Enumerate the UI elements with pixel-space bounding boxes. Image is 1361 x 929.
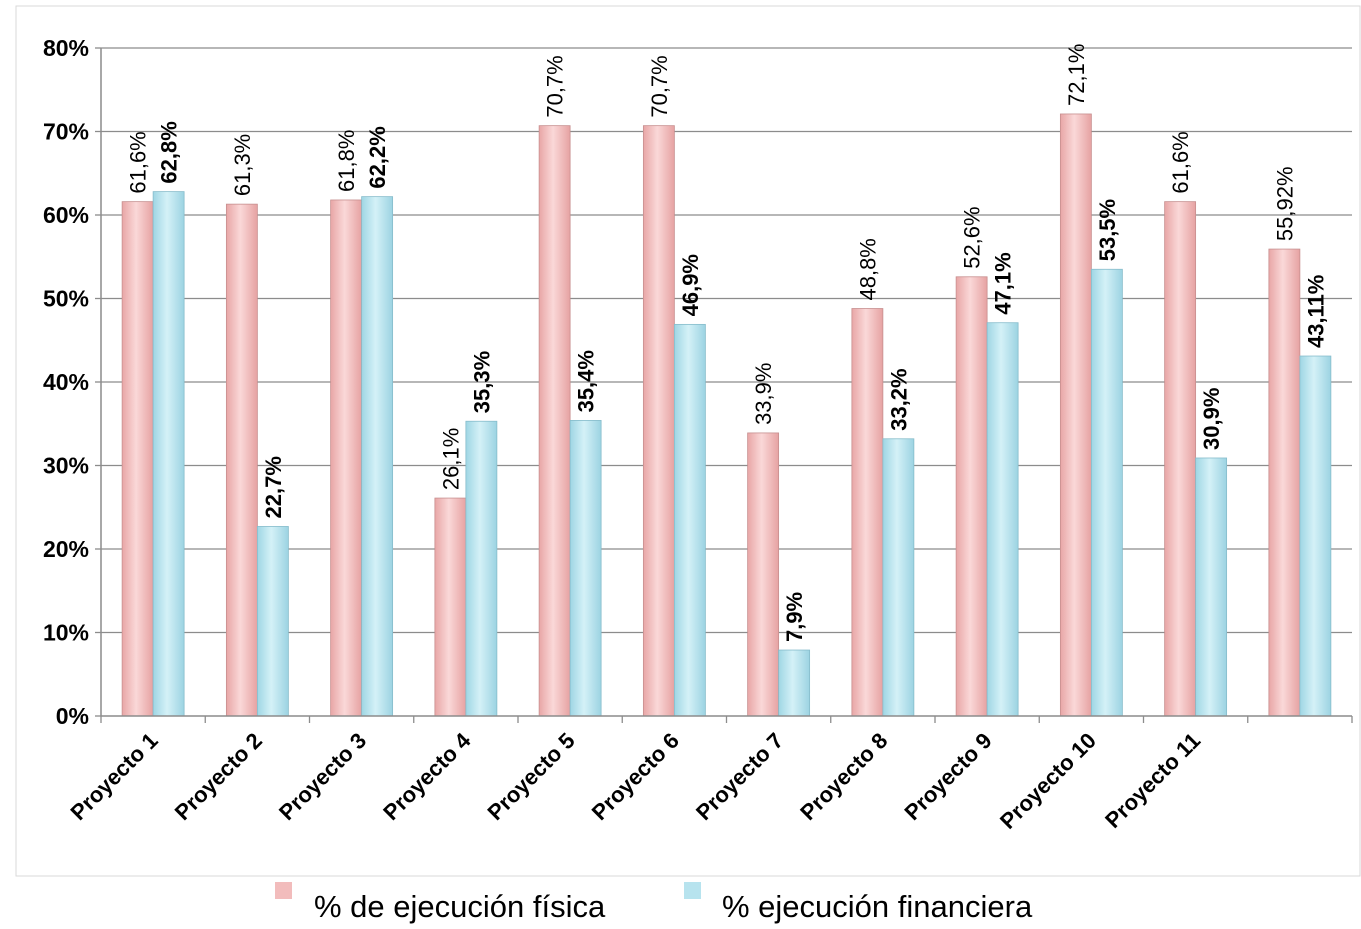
bar-fisica bbox=[1268, 248, 1301, 717]
x-category-label: Proyecto 2 bbox=[170, 728, 267, 825]
data-label: 70,7% bbox=[647, 55, 672, 117]
bar-financiera bbox=[882, 438, 915, 717]
bar-financiera bbox=[361, 196, 394, 717]
x-category-label: Proyecto 3 bbox=[274, 728, 371, 825]
data-label: 53,5% bbox=[1095, 199, 1120, 261]
data-label: 33,9% bbox=[751, 363, 776, 425]
y-tick-label: 0% bbox=[56, 703, 89, 729]
legend-label: % de ejecución física bbox=[314, 889, 606, 924]
y-tick-label: 30% bbox=[43, 453, 89, 479]
data-label: 52,6% bbox=[960, 206, 985, 268]
bar-fisica bbox=[747, 432, 780, 717]
data-label: 61,8% bbox=[334, 130, 359, 192]
data-label: 61,6% bbox=[1168, 131, 1193, 193]
bar-fisica bbox=[851, 308, 884, 717]
bar-fisica bbox=[538, 125, 571, 717]
y-tick-label: 10% bbox=[43, 620, 89, 646]
x-category-label: Proyecto 11 bbox=[1100, 728, 1205, 833]
bar-fisica bbox=[225, 203, 258, 717]
data-label: 22,7% bbox=[261, 456, 286, 518]
bar-financiera bbox=[1195, 457, 1228, 717]
data-label: 35,3% bbox=[469, 351, 494, 413]
legend-swatch bbox=[275, 882, 292, 899]
x-category-label: Proyecto 8 bbox=[795, 728, 892, 825]
data-label: 62,8% bbox=[157, 121, 182, 183]
bar-financiera bbox=[569, 420, 602, 717]
bar-financiera bbox=[673, 323, 706, 717]
y-tick-label: 70% bbox=[43, 119, 89, 145]
y-tick-label: 80% bbox=[43, 35, 89, 61]
legend: % de ejecución física % ejecución financi… bbox=[275, 882, 1033, 924]
x-category-label: Proyecto 9 bbox=[899, 728, 996, 825]
data-label: 47,1% bbox=[991, 252, 1016, 314]
legend-swatch bbox=[684, 882, 701, 899]
legend-label: % ejecución financiera bbox=[722, 889, 1033, 924]
x-category-label: Proyecto 4 bbox=[378, 727, 476, 825]
bar-fisica bbox=[955, 276, 988, 717]
data-label: 33,2% bbox=[886, 368, 911, 430]
data-label: 35,4% bbox=[574, 350, 599, 412]
bar-fisica bbox=[121, 201, 154, 717]
data-label: 26,1% bbox=[438, 428, 463, 490]
x-category-label: Proyecto 10 bbox=[995, 728, 1101, 834]
bar-financiera bbox=[986, 322, 1019, 717]
y-tick-label: 50% bbox=[43, 286, 89, 312]
bar-financiera bbox=[465, 420, 498, 717]
data-label: 30,9% bbox=[1199, 388, 1224, 450]
x-category-label: Proyecto 1 bbox=[65, 728, 162, 825]
x-category-label: Proyecto 5 bbox=[482, 728, 579, 825]
y-tick-label: 60% bbox=[43, 202, 89, 228]
bar-financiera bbox=[1090, 268, 1123, 717]
data-label: 61,6% bbox=[126, 131, 151, 193]
bar-financiera bbox=[778, 649, 811, 717]
y-tick-label: 40% bbox=[43, 369, 89, 395]
data-label: 55,92% bbox=[1272, 166, 1297, 241]
bar-financiera bbox=[152, 191, 185, 717]
data-label: 72,1% bbox=[1064, 44, 1089, 106]
x-category-label: Proyecto 7 bbox=[691, 728, 788, 825]
data-label: 48,8% bbox=[855, 238, 880, 300]
bar-fisica bbox=[330, 199, 363, 717]
data-label: 61,3% bbox=[230, 134, 255, 196]
chart-frame bbox=[15, 5, 1361, 877]
data-label: 43,11% bbox=[1303, 275, 1328, 348]
bar-fisica bbox=[434, 497, 467, 717]
bar-financiera bbox=[256, 526, 289, 717]
data-label: 70,7% bbox=[543, 55, 568, 117]
bar-financiera bbox=[1299, 355, 1332, 717]
data-label: 46,9% bbox=[678, 254, 703, 316]
bar-fisica bbox=[1059, 113, 1092, 717]
bar-fisica bbox=[642, 125, 675, 717]
y-tick-label: 20% bbox=[43, 536, 89, 562]
data-label: 7,9% bbox=[782, 592, 807, 642]
x-category-label: Proyecto 6 bbox=[587, 728, 684, 825]
bar-fisica bbox=[1164, 201, 1197, 717]
data-label: 62,2% bbox=[365, 126, 390, 188]
